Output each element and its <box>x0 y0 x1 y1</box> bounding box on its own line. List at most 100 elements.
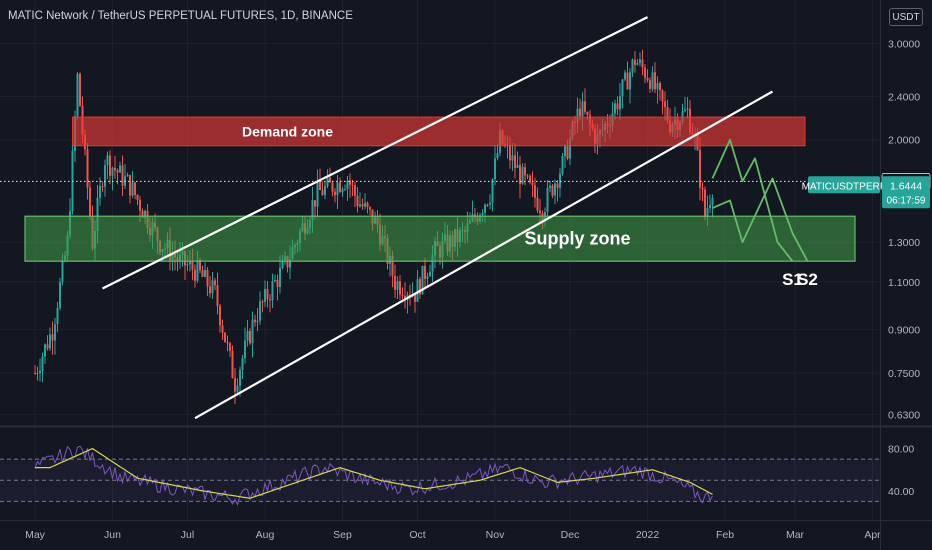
candle-body <box>581 101 584 117</box>
candle-body <box>649 80 651 89</box>
candle-body <box>564 145 566 157</box>
candle-body <box>324 186 326 195</box>
candle-body <box>239 369 241 386</box>
candle-body <box>116 170 119 173</box>
time-tick-label: Oct <box>409 529 425 541</box>
projection-path-s1 <box>711 138 794 262</box>
candle-body <box>584 101 586 112</box>
candle-body <box>511 155 514 161</box>
candle-body <box>516 164 519 168</box>
projection-label-s1: S1 <box>782 270 803 289</box>
candle-body <box>701 187 704 190</box>
candle-body <box>429 271 431 277</box>
candle-body <box>224 332 226 342</box>
candle-body <box>194 269 196 281</box>
candle-body <box>539 210 541 214</box>
candle-body <box>119 165 121 173</box>
candle-body <box>234 378 236 392</box>
candle-body <box>259 301 261 321</box>
candle-body <box>339 182 341 192</box>
time-tick-label: Sep <box>333 529 352 541</box>
candle-body <box>76 73 79 117</box>
candle-body <box>326 177 329 187</box>
time-tick-label: Nov <box>486 529 505 541</box>
candle-body <box>489 202 491 205</box>
candle-body <box>54 324 56 341</box>
candle-body <box>49 334 51 349</box>
candle-body <box>546 187 549 212</box>
candle-body <box>109 155 111 176</box>
candle-body <box>521 167 524 184</box>
candle-body <box>316 181 319 207</box>
candle-body <box>89 187 91 216</box>
candle-body <box>549 185 551 188</box>
candle-body <box>271 281 274 301</box>
candle-body <box>704 189 706 218</box>
candle-body <box>636 62 639 65</box>
candle-body <box>359 204 361 207</box>
candle-body <box>711 198 714 205</box>
candle-body <box>394 275 396 290</box>
candle-body <box>519 164 521 184</box>
candle-body <box>241 358 244 370</box>
candle-body <box>186 264 189 266</box>
price-tick-label: 2.4000 <box>888 91 920 103</box>
candle-body <box>139 199 141 211</box>
candle-body <box>126 175 129 177</box>
candle-body <box>129 175 131 196</box>
price-tick-label: 0.7500 <box>888 368 920 380</box>
candle-body <box>196 259 199 281</box>
candle-body <box>136 195 139 200</box>
candle-body <box>319 181 321 190</box>
candle-body <box>684 109 686 112</box>
candle-body <box>391 256 394 276</box>
candle-body <box>579 108 581 117</box>
candle-body <box>661 90 664 102</box>
candle-body <box>419 279 421 295</box>
candle-body <box>204 269 206 277</box>
candle-body <box>209 286 211 294</box>
candle-body <box>414 294 416 302</box>
candle-body <box>699 150 701 188</box>
countdown-value: 06:17:59 <box>887 195 926 206</box>
candle-body <box>621 79 624 97</box>
ticker-label: MATICUSDTPERP <box>802 181 887 192</box>
candle-body <box>531 182 534 186</box>
candle-body <box>706 208 709 218</box>
time-tick-label: Feb <box>716 529 734 541</box>
candle-body <box>61 260 64 282</box>
candle-body <box>639 59 641 63</box>
time-tick-label: May <box>25 529 46 541</box>
currency-badge[interactable]: USDT <box>889 8 923 26</box>
candle-body <box>551 185 554 196</box>
candle-body <box>79 73 81 107</box>
candle-body <box>206 269 209 287</box>
time-tick-label: Aug <box>256 529 275 541</box>
candle-body <box>276 279 279 287</box>
candle-body <box>214 280 216 286</box>
candle-body <box>39 370 41 373</box>
time-tick-label: Jun <box>104 529 121 541</box>
candle-body <box>659 82 661 91</box>
symbol-title: MATIC Network / TetherUS PERPETUAL FUTUR… <box>8 10 353 22</box>
candle-body <box>99 186 101 198</box>
candle-body <box>236 385 239 392</box>
candle-body <box>321 189 324 195</box>
candle-body <box>221 325 224 333</box>
candle-body <box>486 204 489 206</box>
candle-body <box>569 137 571 159</box>
candle-body <box>349 180 351 185</box>
candle-body <box>219 306 221 326</box>
candle-body <box>586 111 589 115</box>
candle-body <box>104 165 106 187</box>
candle-body <box>664 101 666 108</box>
candle-body <box>514 155 516 168</box>
candle-body <box>266 288 269 300</box>
candle-body <box>416 279 419 302</box>
candle-body <box>274 279 276 282</box>
candle-body <box>111 167 114 176</box>
candle-body <box>654 72 656 90</box>
candle-body <box>254 319 256 323</box>
